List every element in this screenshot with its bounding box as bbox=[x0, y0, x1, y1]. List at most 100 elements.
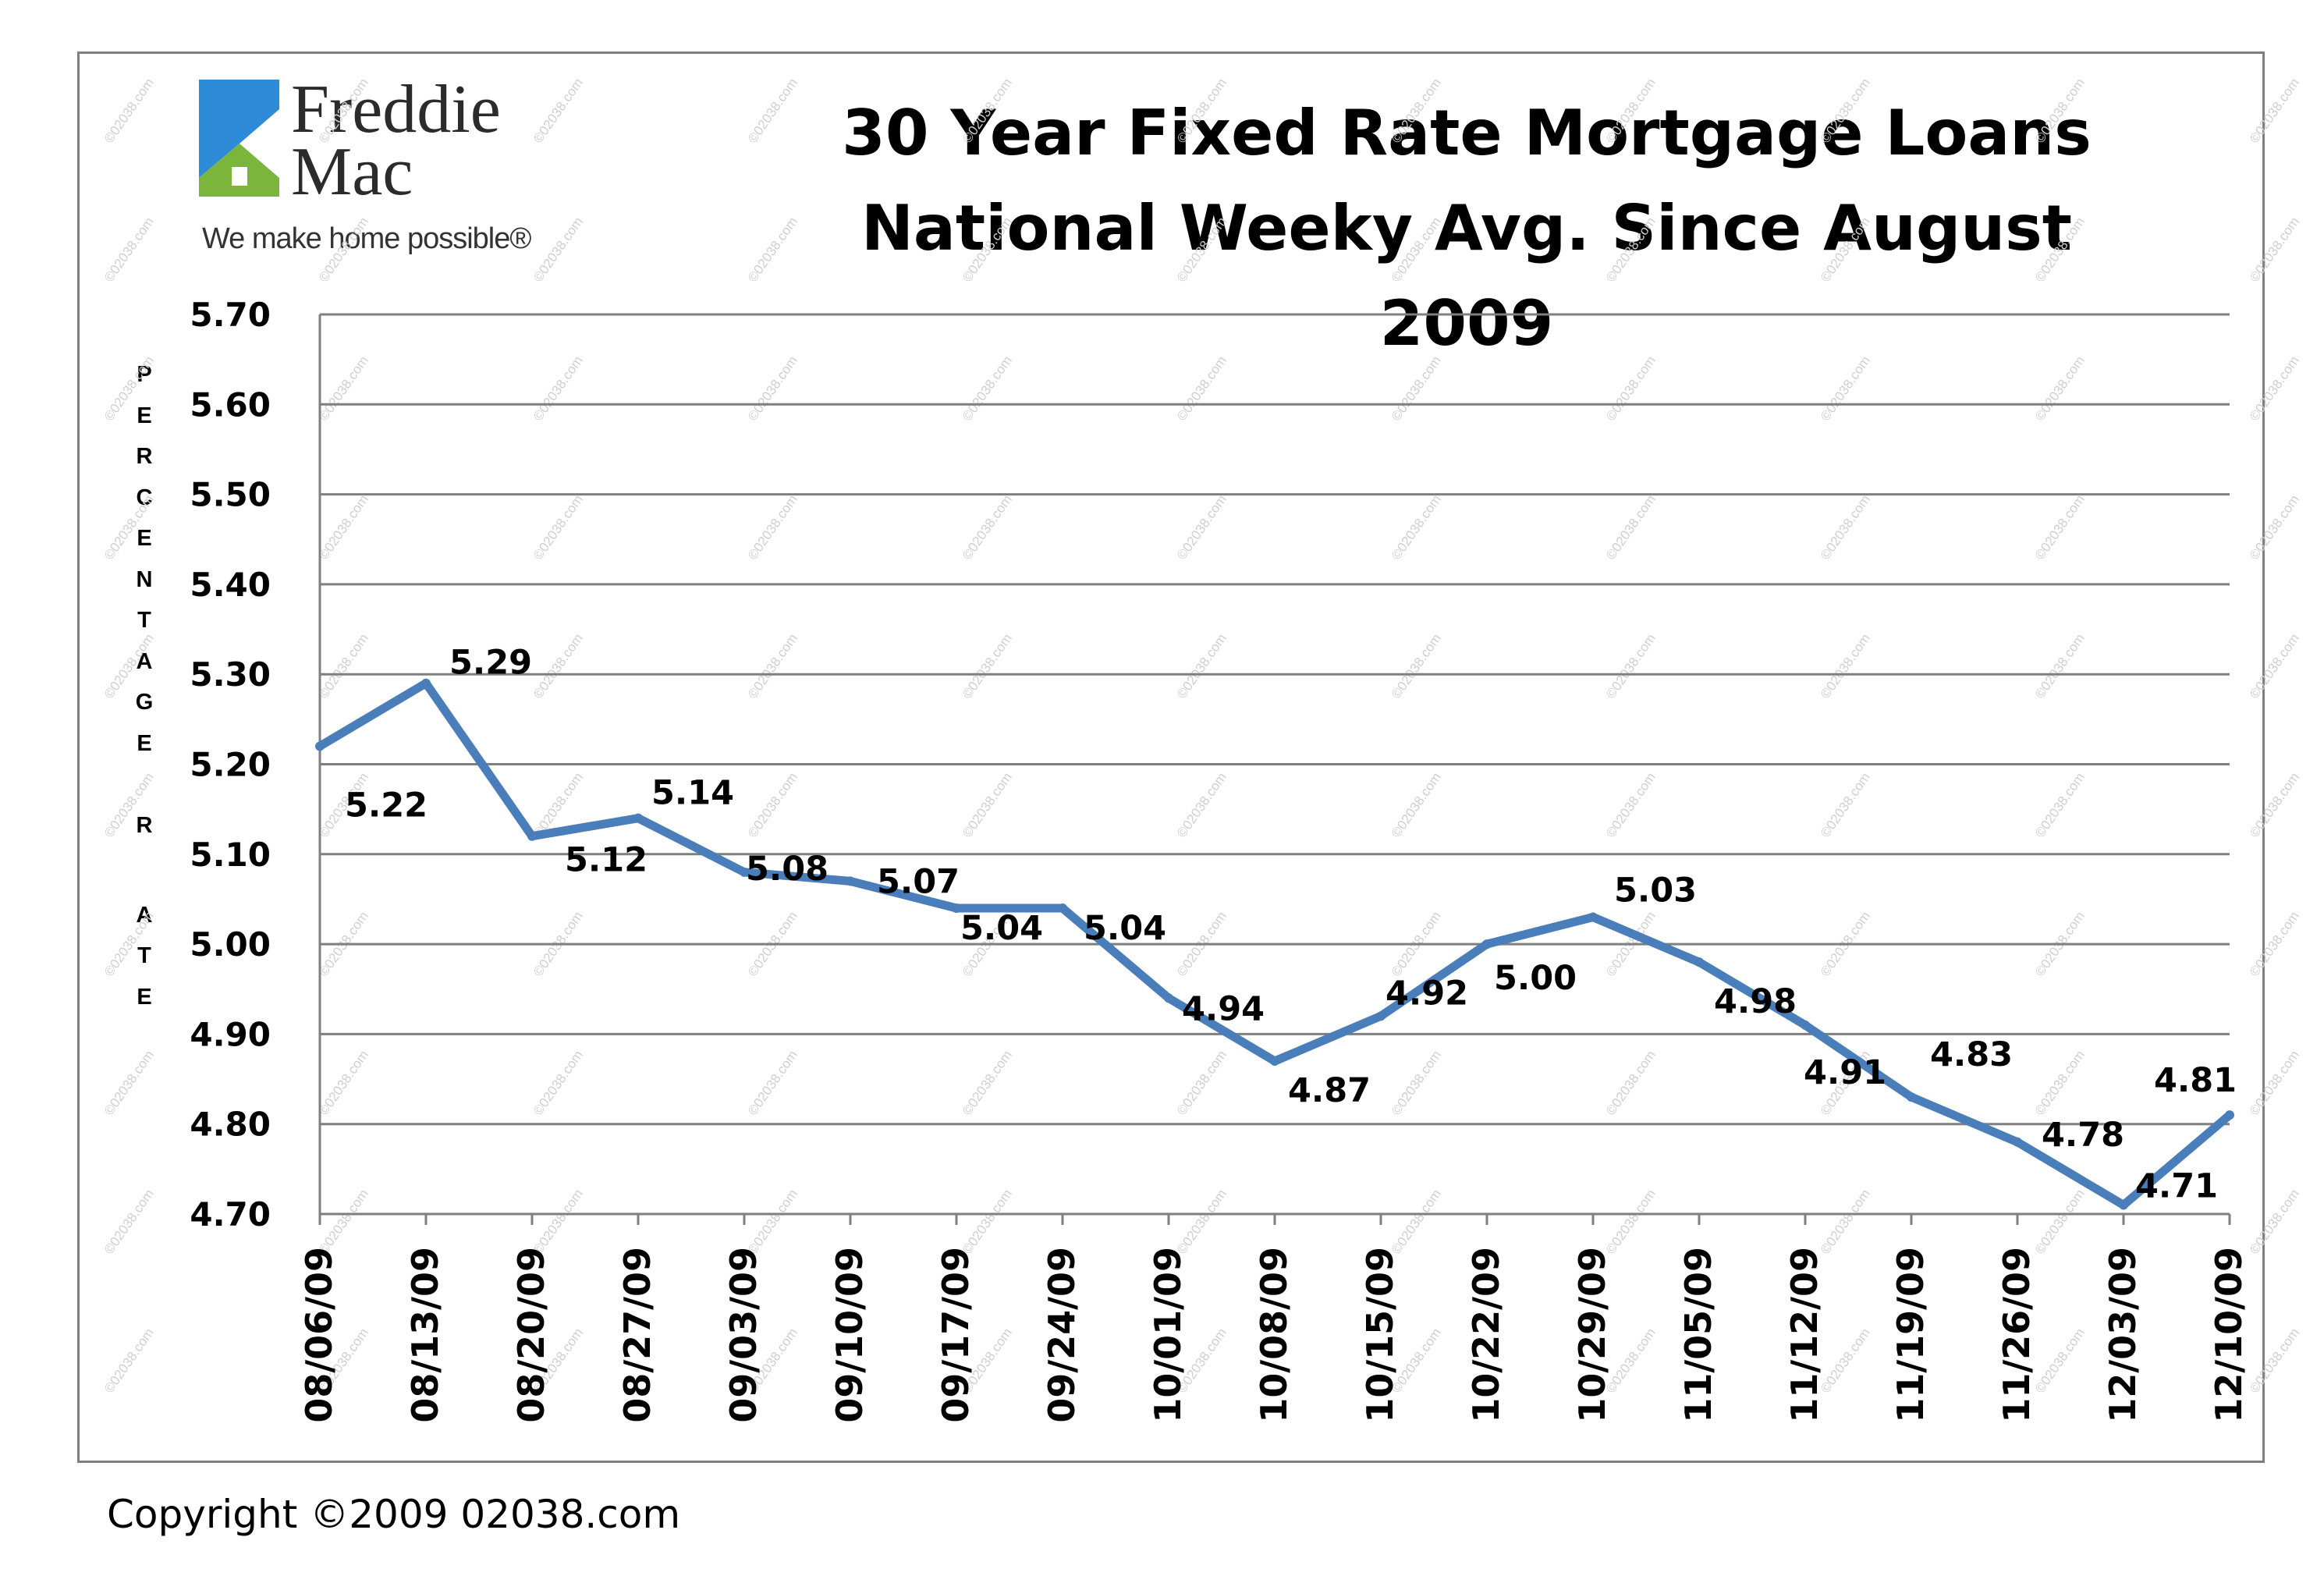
watermark-text: ©02038.com bbox=[1818, 353, 1873, 424]
x-tick-labels: 08/06/09 08/13/09 08/20/09 08/27/09 09/03/09… bbox=[298, 1247, 2250, 1423]
data-point bbox=[1376, 1011, 1386, 1021]
x-tick-label: 09/17/09 bbox=[935, 1247, 977, 1423]
watermark-text: ©02038.com bbox=[2247, 215, 2302, 285]
data-point bbox=[846, 876, 855, 886]
x-tick-label: 12/10/09 bbox=[2208, 1247, 2250, 1423]
watermark-text: ©02038.com bbox=[1818, 1187, 1873, 1257]
data-point bbox=[2225, 1110, 2234, 1120]
data-label: 4.94 bbox=[1182, 989, 1265, 1028]
data-label: 5.22 bbox=[345, 786, 428, 825]
watermark-text: ©02038.com bbox=[1818, 492, 1873, 563]
watermark-text: ©02038.com bbox=[530, 353, 586, 424]
watermark-text: ©02038.com bbox=[316, 492, 371, 563]
watermark-text: ©02038.com bbox=[1603, 353, 1659, 424]
data-point bbox=[2119, 1200, 2128, 1210]
watermark-text: ©02038.com bbox=[2247, 76, 2302, 146]
watermark-text: ©02038.com bbox=[1389, 353, 1444, 424]
watermark-text: ©02038.com bbox=[1818, 76, 1873, 146]
watermark-text: ©02038.com bbox=[101, 1187, 157, 1257]
watermark-text: ©02038.com bbox=[960, 76, 1015, 146]
watermark-text: ©02038.com bbox=[1174, 1187, 1229, 1257]
watermark-text: ©02038.com bbox=[960, 353, 1015, 424]
data-point bbox=[315, 741, 325, 751]
y-axis-label-letter: P bbox=[137, 362, 152, 387]
watermark-text: ©02038.com bbox=[745, 76, 800, 146]
watermark-text: ©02038.com bbox=[101, 1326, 157, 1396]
y-tick-label: 4.80 bbox=[190, 1106, 271, 1144]
watermark-text: ©02038.com bbox=[1174, 631, 1229, 701]
x-tick-label: 10/08/09 bbox=[1253, 1247, 1295, 1423]
y-tick-label: 5.40 bbox=[190, 566, 271, 604]
chart-frame bbox=[77, 51, 2265, 1463]
watermark-text: ©02038.com bbox=[2032, 76, 2088, 146]
watermark-text: ©02038.com bbox=[2247, 1187, 2302, 1257]
y-axis-label-letter: R bbox=[136, 444, 153, 469]
watermark-text: ©02038.com bbox=[101, 1048, 157, 1118]
y-tick-label: 5.30 bbox=[190, 655, 271, 694]
y-tick-labels: 5.70 5.60 5.50 5.40 5.30 5.20 5.10 5.00 4.90 4.80… bbox=[190, 296, 271, 1234]
x-tick-label: 08/06/09 bbox=[298, 1247, 340, 1423]
watermark-text: ©02038.com bbox=[960, 770, 1015, 840]
data-point bbox=[421, 678, 431, 688]
grid-lines bbox=[318, 313, 2231, 1225]
x-tick-label: 10/22/09 bbox=[1465, 1247, 1507, 1423]
data-label: 5.07 bbox=[877, 862, 960, 901]
x-tick-label: 10/29/09 bbox=[1571, 1247, 1613, 1423]
data-label: 5.00 bbox=[1494, 959, 1577, 998]
watermark-text: ©02038.com bbox=[2247, 353, 2302, 424]
data-point bbox=[2013, 1137, 2022, 1147]
chart-title-line-1: 30 Year Fixed Rate Mortgage Loans bbox=[842, 97, 2092, 169]
watermark-text: ©02038.com bbox=[1603, 215, 1659, 285]
brand-word-1: Freddie bbox=[291, 72, 501, 147]
data-label: 4.81 bbox=[2154, 1061, 2237, 1100]
y-tick-label: 5.10 bbox=[190, 836, 271, 874]
watermark-text: ©02038.com bbox=[745, 770, 800, 840]
watermark-text: ©02038.com bbox=[1818, 770, 1873, 840]
watermark-text: ©02038.com bbox=[101, 770, 157, 840]
watermark-text: ©02038.com bbox=[1603, 1048, 1659, 1118]
watermark-text: ©02038.com bbox=[316, 215, 371, 285]
y-tick-label: 4.90 bbox=[190, 1015, 271, 1053]
chart-title-line-2: National Weeky Avg. Since August 2009 bbox=[860, 192, 2073, 360]
watermark-text: ©02038.com bbox=[101, 76, 157, 146]
watermark-text: ©02038.com bbox=[2032, 353, 2088, 424]
y-tick-label: 5.60 bbox=[190, 385, 271, 424]
x-tick-label: 08/13/09 bbox=[404, 1247, 446, 1423]
data-point bbox=[1164, 993, 1173, 1003]
watermark-text: ©02038.com bbox=[1174, 492, 1229, 563]
watermark-text: ©02038.com bbox=[1818, 631, 1873, 701]
x-tick-label: 10/01/09 bbox=[1147, 1247, 1189, 1423]
y-axis-label-letter: N bbox=[136, 566, 153, 592]
watermark-text: ©02038.com bbox=[2032, 1187, 2088, 1257]
watermark-text: ©02038.com bbox=[101, 631, 157, 701]
data-label: 5.14 bbox=[651, 774, 734, 813]
watermark-text: ©02038.com bbox=[530, 1187, 586, 1257]
watermark-text: ©02038.com bbox=[2032, 1326, 2088, 1396]
watermark-text: ©02038.com bbox=[1603, 1187, 1659, 1257]
watermark-text: ©02038.com bbox=[1174, 76, 1229, 146]
watermark-text: ©02038.com bbox=[1603, 492, 1659, 563]
house-logo-icon bbox=[199, 80, 279, 197]
x-tick-label: 09/10/09 bbox=[828, 1247, 871, 1423]
y-axis-label-letter: A bbox=[136, 902, 153, 928]
watermark-text: ©02038.com bbox=[960, 631, 1015, 701]
watermark-text: ©02038.com bbox=[2247, 909, 2302, 979]
watermark-text: ©02038.com bbox=[2247, 492, 2302, 563]
watermark-text: ©02038.com bbox=[1389, 76, 1444, 146]
watermark-text: ©02038.com bbox=[530, 215, 586, 285]
y-axis-label-letter: T bbox=[137, 608, 151, 633]
watermark-text: ©02038.com bbox=[101, 909, 157, 979]
watermark-text: ©02038.com bbox=[960, 1048, 1015, 1118]
watermark-text: ©02038.com bbox=[316, 353, 371, 424]
data-point bbox=[1482, 939, 1492, 950]
watermark-text: ©02038.com bbox=[745, 492, 800, 563]
watermark-text: ©02038.com bbox=[1389, 631, 1444, 701]
y-axis-label-letter: A bbox=[136, 648, 153, 674]
x-tick-label: 08/20/09 bbox=[510, 1247, 552, 1423]
watermark-layer: ©02038.com ©02038.com ©02038.com ©02038.com… bbox=[101, 76, 2302, 1396]
x-tick-label: 11/26/09 bbox=[1996, 1247, 2038, 1423]
y-tick-label: 4.70 bbox=[190, 1195, 271, 1234]
y-axis-label-letter: E bbox=[137, 984, 152, 1010]
y-axis-label-letter: C bbox=[136, 485, 153, 510]
